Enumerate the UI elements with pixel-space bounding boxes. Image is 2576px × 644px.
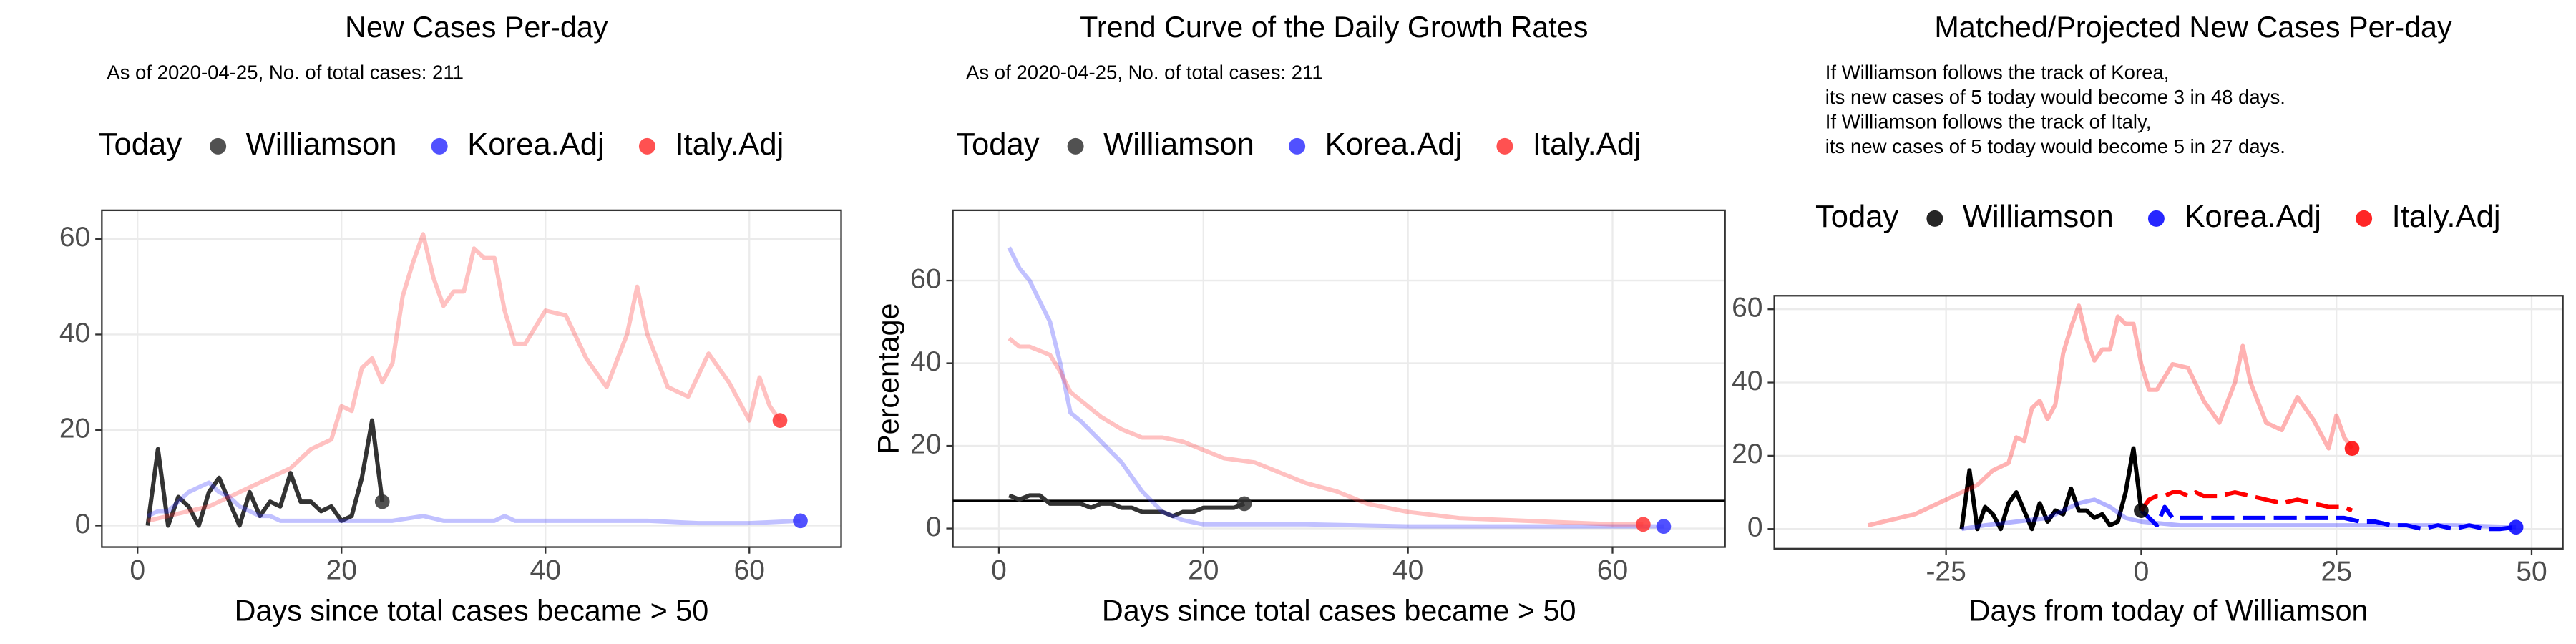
y-tick-label: 60 bbox=[910, 263, 941, 294]
y-tick-label: 0 bbox=[1747, 512, 1763, 543]
subtitle: As of 2020-04-25, No. of total cases: 21… bbox=[966, 62, 1323, 84]
legend-label: Italy.Adj bbox=[1533, 127, 1641, 162]
x-tick-label: 0 bbox=[991, 555, 1007, 585]
series-line bbox=[1008, 336, 1644, 527]
legend-label: Williamson bbox=[246, 127, 397, 162]
today-marker bbox=[374, 494, 390, 509]
legend-label: Korea.Adj bbox=[467, 127, 605, 162]
x-tick-label: 40 bbox=[530, 555, 561, 585]
x-tick-label: 50 bbox=[2516, 557, 2547, 587]
today-marker bbox=[2508, 519, 2524, 535]
legend-label: Italy.Adj bbox=[675, 127, 784, 162]
x-tick-label: 20 bbox=[326, 555, 357, 585]
x-tick-label: 20 bbox=[1188, 555, 1219, 585]
legend-label: Williamson bbox=[1103, 127, 1254, 162]
y-tick-label: 60 bbox=[1732, 293, 1762, 323]
chart-title: Trend Curve of the Daily Growth Rates bbox=[1080, 11, 1588, 44]
legend-marker bbox=[1496, 137, 1513, 155]
subtitle: As of 2020-04-25, No. of total cases: 21… bbox=[107, 62, 464, 84]
legend-marker bbox=[1289, 137, 1306, 155]
y-tick-label: 40 bbox=[59, 318, 90, 348]
series-line bbox=[147, 232, 782, 523]
y-tick-label: 20 bbox=[1732, 439, 1762, 469]
annotation: its new cases of 5 today would become 5 … bbox=[1825, 135, 2285, 157]
today-marker bbox=[772, 413, 788, 428]
x-tick-label: 40 bbox=[1392, 555, 1423, 585]
y-tick-label: 40 bbox=[910, 346, 941, 377]
today-marker bbox=[2344, 441, 2360, 456]
plot-border bbox=[952, 209, 1726, 548]
today-marker bbox=[1656, 519, 1672, 534]
legend-marker bbox=[1926, 210, 1943, 227]
x-tick-label: 60 bbox=[734, 555, 765, 585]
legend-label: Italy.Adj bbox=[2392, 200, 2501, 234]
legend-label: Korea.Adj bbox=[2184, 200, 2321, 234]
legend-marker bbox=[431, 137, 448, 155]
series-line bbox=[1959, 446, 2144, 532]
legend-marker bbox=[210, 137, 227, 155]
y-tick-label: 0 bbox=[926, 512, 942, 542]
legend-marker bbox=[2356, 210, 2373, 227]
today-marker bbox=[2134, 503, 2149, 518]
x-axis-label: Days since total cases became > 50 bbox=[1102, 594, 1576, 627]
today-marker bbox=[1636, 517, 1651, 532]
plot-border bbox=[101, 209, 842, 548]
legend-title: Today bbox=[1815, 200, 1899, 234]
today-marker bbox=[793, 513, 808, 529]
y-tick-label: 60 bbox=[59, 222, 90, 253]
series-line bbox=[145, 418, 385, 528]
x-tick-label: 0 bbox=[2134, 557, 2150, 587]
chart-title: New Cases Per-day bbox=[345, 11, 608, 44]
legend-marker bbox=[1067, 137, 1084, 155]
y-tick-label: 0 bbox=[75, 509, 91, 540]
series-line bbox=[1007, 246, 1664, 529]
legend-title: Today bbox=[956, 127, 1040, 162]
chart-title: Matched/Projected New Cases Per-day bbox=[1934, 11, 2452, 44]
y-tick-label: 20 bbox=[59, 413, 90, 444]
x-axis-label: Days since total cases became > 50 bbox=[235, 594, 708, 627]
legend-marker bbox=[2147, 210, 2165, 227]
series-line bbox=[147, 480, 801, 526]
x-tick-label: -25 bbox=[1926, 557, 1966, 587]
projection-line bbox=[2139, 490, 2353, 513]
series-line bbox=[1961, 497, 2517, 532]
x-tick-label: 60 bbox=[1597, 555, 1628, 585]
annotation: If Williamson follows the track of Korea… bbox=[1825, 62, 2170, 84]
annotation: If Williamson follows the track of Italy… bbox=[1825, 110, 2152, 132]
projection-line bbox=[2140, 504, 2517, 532]
x-axis-label: Days from today of Williamson bbox=[1969, 594, 2368, 627]
legend-title: Today bbox=[99, 127, 182, 162]
annotation: its new cases of 5 today would become 3 … bbox=[1825, 86, 2285, 108]
today-marker bbox=[1236, 496, 1252, 512]
x-tick-label: 0 bbox=[130, 555, 145, 585]
x-tick-label: 25 bbox=[2321, 557, 2352, 587]
legend-label: Korea.Adj bbox=[1325, 127, 1463, 162]
y-tick-label: 20 bbox=[910, 429, 941, 459]
y-tick-label: 40 bbox=[1732, 366, 1762, 396]
plot-border bbox=[1773, 295, 2564, 550]
legend-label: Williamson bbox=[1963, 200, 2114, 234]
y-axis-label: Percentage bbox=[872, 303, 904, 454]
series-line bbox=[1008, 493, 1246, 519]
legend-marker bbox=[638, 137, 655, 155]
series-line bbox=[1867, 303, 2354, 528]
